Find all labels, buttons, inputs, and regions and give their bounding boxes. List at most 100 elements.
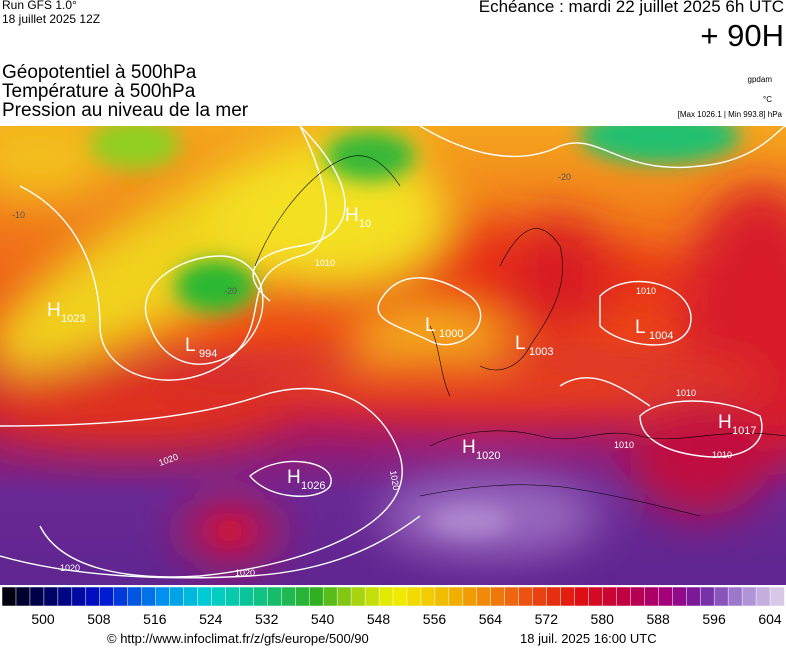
colorbar-tick-label: 564 xyxy=(479,611,503,627)
colorbar-swatch xyxy=(755,586,771,607)
contour-label: 1020 xyxy=(388,470,401,491)
colorbar-swatch xyxy=(127,586,143,607)
colorbar-tick-label: 596 xyxy=(702,611,726,627)
contour-label: 1020 xyxy=(60,563,80,573)
colorbar-swatch xyxy=(476,586,492,607)
colorbar-swatch xyxy=(1,586,17,607)
center-value: 1000 xyxy=(439,328,463,340)
colorbar-swatch xyxy=(420,586,436,607)
unit: gpdam xyxy=(747,75,772,84)
colorbar-swatch xyxy=(71,586,87,607)
colorbar-tick-label: 540 xyxy=(311,611,335,627)
colorbar-swatch xyxy=(713,586,729,607)
contour-label: 1010 xyxy=(636,286,656,296)
contour-label: 1010 xyxy=(712,450,732,460)
contour-label: 1010 xyxy=(614,440,634,450)
footer-url: © http://www.infoclimat.fr/z/gfs/europe/… xyxy=(107,631,369,646)
layer: Pression au niveau de la mer xyxy=(2,100,249,121)
center-value: 1004 xyxy=(649,330,673,342)
colorbar-swatch xyxy=(308,586,324,607)
colorbar-tick-label: 604 xyxy=(758,611,782,627)
colorbar-swatch xyxy=(169,586,185,607)
colorbar-swatch xyxy=(85,586,101,607)
colorbar-swatch xyxy=(602,586,618,607)
colorbar-swatch xyxy=(113,586,129,607)
colorbar-swatch xyxy=(281,586,296,607)
colorbar-tick-label: 524 xyxy=(199,611,223,627)
colorbar-swatch xyxy=(434,586,450,607)
colorbar-tick-label: 572 xyxy=(535,611,559,627)
colorbar-swatch xyxy=(588,586,604,607)
colorbar-swatch xyxy=(574,586,590,607)
colorbar-swatch xyxy=(295,586,310,607)
center-kind: H xyxy=(462,437,476,458)
center-value: 1017 xyxy=(732,425,756,437)
colorbar-swatch xyxy=(29,586,45,607)
colorbar-tick-label: 548 xyxy=(367,611,391,627)
contour-label: 1010 xyxy=(676,388,696,398)
center-value: 1003 xyxy=(529,346,553,358)
colorbar-swatch xyxy=(658,586,674,607)
valid: Echéance : mardi 22 juillet 2025 6h UTC xyxy=(478,0,784,16)
center-kind: H xyxy=(345,205,359,226)
footer-timestamp: 18 juil. 2025 16:00 UTC xyxy=(520,631,657,646)
unit: °C xyxy=(763,95,772,104)
colorbar-swatch xyxy=(183,586,199,607)
colorbar-swatch xyxy=(546,586,562,607)
center-value: 1023 xyxy=(61,313,85,325)
colorbar-swatch xyxy=(532,586,548,607)
center-kind: H xyxy=(47,300,61,321)
colorbar-swatch xyxy=(672,586,687,607)
colorbar-swatch xyxy=(462,586,478,607)
colorbar-swatch xyxy=(378,586,394,607)
colorbar-swatch xyxy=(225,586,241,607)
colorbar-tick-label: 500 xyxy=(31,611,55,627)
center-kind: L xyxy=(185,335,196,356)
lead: + 90H xyxy=(700,18,784,53)
contour-label: -10 xyxy=(12,210,25,220)
colorbar-swatch xyxy=(727,586,743,607)
colorbar-swatch xyxy=(490,586,506,607)
colorbar-swatch xyxy=(43,586,59,607)
colorbar-swatch xyxy=(630,586,646,607)
center-kind: H xyxy=(287,467,301,488)
colorbar-swatch xyxy=(336,586,352,607)
center-value: 10 xyxy=(359,218,371,230)
colorbar-swatch xyxy=(267,586,283,607)
colorbar-swatch xyxy=(141,586,157,607)
colorbar-tick-label: 532 xyxy=(255,611,279,627)
colorbar-swatch xyxy=(644,586,660,607)
colorbar-tick-label: 508 xyxy=(87,611,111,627)
colorbar-swatch xyxy=(504,586,520,607)
center-value: 994 xyxy=(199,348,217,360)
contour-label: 1010 xyxy=(315,258,335,268)
layer: Géopotentiel à 500hPa xyxy=(2,62,197,83)
layer: Température à 500hPa xyxy=(2,81,196,102)
run-date: 18 juillet 2025 12Z xyxy=(2,12,101,26)
colorbar-swatch xyxy=(350,586,366,607)
contour-label: 1020 xyxy=(235,568,255,578)
colorbar-swatch xyxy=(211,586,227,607)
colorbar-swatch xyxy=(15,586,31,607)
colorbar-swatch xyxy=(686,586,701,607)
colorbar-tick-label: 516 xyxy=(143,611,167,627)
colorbar-swatch xyxy=(699,586,715,607)
colorbar: 500 508 516 524 532 540 548 556 564 572 580 588 596 6… xyxy=(1,586,785,627)
center-value: 1026 xyxy=(301,480,325,492)
center-value: 1020 xyxy=(476,450,500,462)
contour-label: -20 xyxy=(224,286,237,296)
colorbar-swatch xyxy=(518,586,534,607)
colorbar-swatch xyxy=(197,586,213,607)
colorbar-swatch xyxy=(99,586,115,607)
run: Run GFS 1.0° xyxy=(2,0,77,12)
colorbar-swatch xyxy=(155,586,171,607)
center-kind: H xyxy=(718,412,732,433)
colorbar-swatch xyxy=(406,586,422,607)
colorbar-swatch xyxy=(560,586,576,607)
colorbar-swatch xyxy=(769,586,785,607)
colorbar-swatch xyxy=(448,586,464,607)
unit: [Max 1026.1 | Min 993.8] hPa xyxy=(677,110,782,119)
colorbar-swatch xyxy=(239,586,255,607)
